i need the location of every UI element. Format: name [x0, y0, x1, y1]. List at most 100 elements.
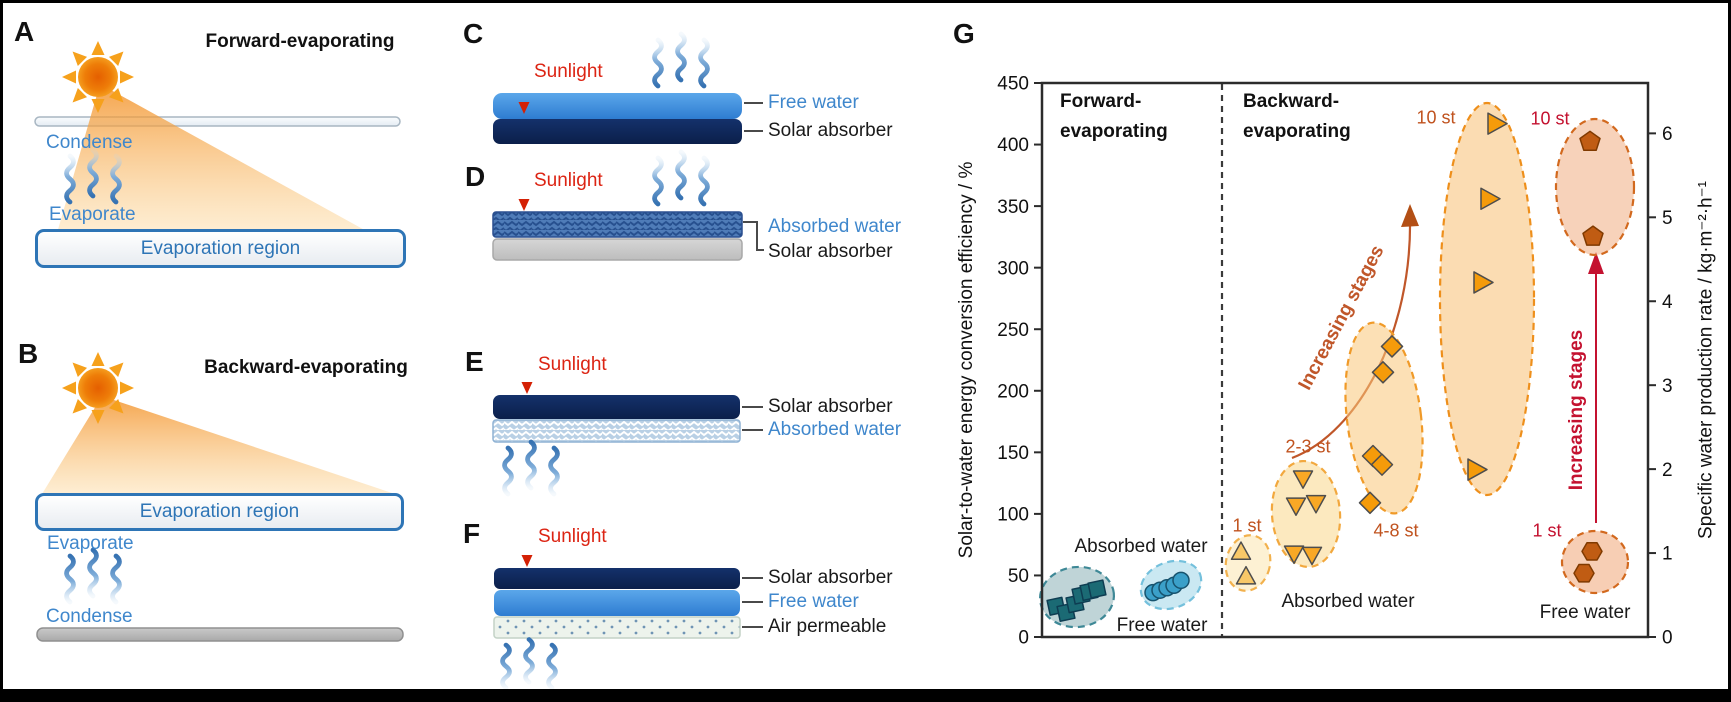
chart-annotation: Absorbed water — [1074, 536, 1208, 557]
light-cone-a — [57, 84, 370, 233]
solar-absorber-layer — [494, 568, 740, 589]
marker-pentagon — [1582, 225, 1604, 246]
marker-square — [1087, 579, 1107, 599]
chart-annotation: 1 st — [1532, 520, 1562, 541]
chart-annotation: 10 st — [1530, 108, 1570, 129]
marker-triangle-right — [1473, 271, 1494, 294]
free-water-label: Free water — [768, 591, 859, 612]
solar-absorber-layer — [492, 238, 743, 261]
tick-label: 3 — [1662, 376, 1673, 397]
marker-circle — [1172, 571, 1190, 590]
group-ellipse-1-st-rate — [1560, 529, 1630, 595]
sunlight-arrowhead — [518, 199, 530, 211]
group-ellipse-10-st-rate — [1554, 117, 1636, 257]
panel-b-title: Backward-evaporating — [204, 357, 408, 378]
chart-annotation: Increasing stages — [1566, 329, 1587, 491]
evaporation-region-box: Evaporation region — [35, 229, 406, 268]
tick-label: 2 — [1662, 460, 1673, 481]
air-permeable-layer — [493, 616, 741, 639]
air-permeable-label: Air permeable — [768, 616, 887, 637]
condense-label: Condense — [46, 606, 133, 627]
condense-label: Condense — [46, 132, 133, 153]
panel-f-graphics — [493, 531, 763, 688]
backward-region-title-line2: evaporating — [1243, 121, 1351, 142]
free-water-layer — [494, 590, 740, 616]
chart-annotation: Absorbed water — [1281, 591, 1415, 612]
marker-triangle-right — [1467, 458, 1488, 481]
tick-label: 4 — [1662, 292, 1673, 313]
marker-diamond — [1371, 361, 1395, 384]
left-axis-title: Solar-to-water energy conversion efficie… — [956, 161, 977, 559]
group-ellipse-2-3-st — [1270, 459, 1342, 569]
right-axis-title: Specific water production rate / kg·m⁻²·… — [1695, 181, 1717, 539]
arrowhead-icon — [1588, 252, 1604, 274]
condenser-plate — [36, 627, 404, 642]
tick-label: 100 — [997, 505, 1029, 526]
chart-annotation: 2-3 st — [1285, 436, 1331, 457]
group-ellipse-4-8-st — [1344, 321, 1424, 515]
chart-annotation: 10 st — [1416, 107, 1456, 128]
panel-a-title: Forward-evaporating — [205, 31, 395, 52]
sunlight-arrowhead — [521, 382, 533, 394]
marker-triangle-down — [1292, 470, 1314, 489]
solar-absorber-label: Solar absorber — [768, 120, 893, 141]
backward-region-title-line1: Backward- — [1243, 91, 1340, 112]
sunlight-label: Sunlight — [538, 526, 607, 547]
solar-absorber-label: Solar absorber — [768, 567, 893, 588]
forward-region-title-line1: Forward- — [1060, 91, 1142, 112]
sunlight-label: Sunlight — [534, 170, 603, 191]
tick-label: 450 — [997, 74, 1029, 95]
panel-label-c: C — [463, 18, 484, 49]
marker-hexagon — [1573, 563, 1595, 583]
marker-triangle-up — [1230, 541, 1252, 561]
panel-label-e: E — [465, 346, 484, 377]
panel-e-graphics — [492, 357, 763, 494]
chart-annotation: 1 st — [1232, 515, 1262, 536]
evaporation-region-label: Evaporation region — [139, 501, 300, 522]
forward-region-title-line2: evaporating — [1060, 121, 1168, 142]
chart-annotation: Free water — [1116, 615, 1208, 636]
evaporation-region-box: Evaporation region — [35, 493, 404, 531]
sunlight-arrowhead — [521, 555, 533, 567]
solar-absorber-layer — [493, 395, 740, 419]
panel-label-g: G — [953, 18, 975, 49]
free-water-layer — [493, 93, 742, 119]
chart-annotation: 4-8 st — [1373, 520, 1419, 541]
marker-diamond — [1358, 491, 1382, 515]
marker-hexagon — [1581, 541, 1603, 561]
arrowhead-icon — [1401, 204, 1419, 227]
free-water-label: Free water — [768, 92, 859, 113]
absorbed-water-layer — [492, 211, 743, 238]
panel-c-graphics — [493, 34, 763, 144]
tick-label: 400 — [997, 135, 1029, 156]
marker-triangle-up — [1235, 565, 1257, 585]
tick-label: 1 — [1662, 544, 1673, 565]
evaporate-label: Evaporate — [49, 204, 136, 225]
panel-label-b: B — [18, 338, 39, 369]
marker-triangle-right — [1480, 187, 1501, 210]
tick-label: 250 — [997, 320, 1029, 341]
tick-label: 350 — [997, 197, 1029, 218]
light-cone-b — [42, 396, 395, 494]
absorbed-water-label: Absorbed water — [768, 216, 902, 237]
sunlight-label: Sunlight — [538, 354, 607, 375]
sunlight-label: Sunlight — [534, 61, 603, 82]
evaporation-region-label: Evaporation region — [140, 237, 301, 259]
group-ellipse-1-st — [1224, 534, 1272, 592]
marker-triangle-right — [1487, 112, 1508, 135]
tick-label: 0 — [1018, 628, 1029, 649]
tick-label: 5 — [1662, 208, 1673, 229]
marker-triangle-down — [1285, 497, 1307, 517]
marker-diamond — [1370, 453, 1394, 476]
group-ellipse-10-st — [1438, 101, 1536, 497]
panel-label-d: D — [465, 161, 486, 192]
tick-label: 0 — [1662, 628, 1673, 649]
solar-absorber-layer — [493, 119, 742, 144]
marker-diamond — [1380, 335, 1404, 358]
plot-border — [1040, 81, 1650, 639]
solar-absorber-label: Solar absorber — [768, 241, 893, 262]
tick-label: 300 — [997, 258, 1029, 279]
